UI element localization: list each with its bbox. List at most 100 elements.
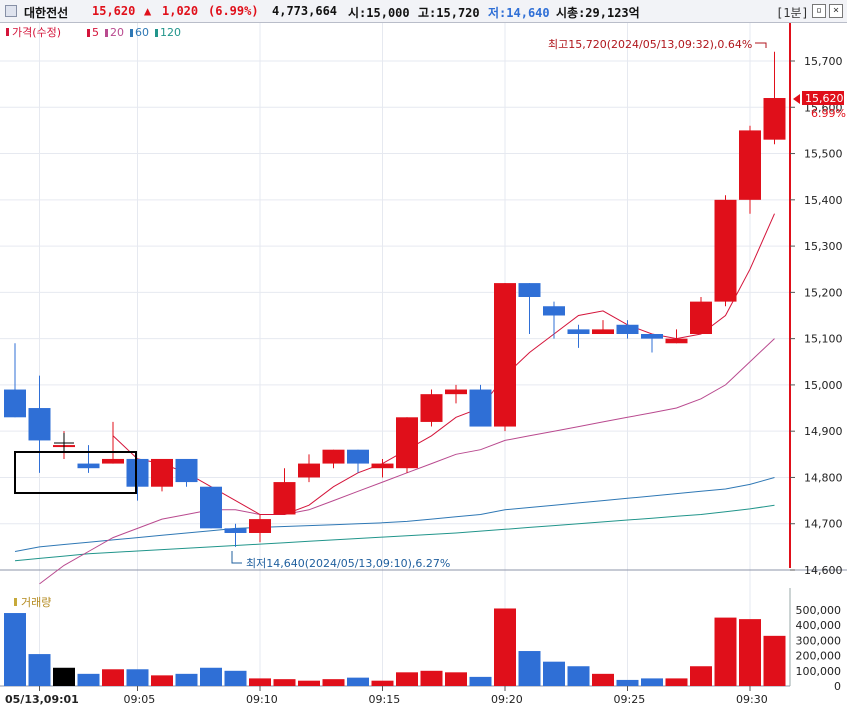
volume-tick-label: 500,000: [796, 604, 842, 617]
candle-body: [690, 301, 712, 335]
volume-bar: [518, 651, 541, 686]
price-tick-label: 15,200: [804, 286, 843, 299]
change-percent: (6.99%): [208, 4, 259, 18]
quote-header: 대한전선 15,620 ▲ 1,020 (6.99%) 4,773,664 시:…: [0, 0, 847, 23]
volume-bar: [77, 673, 100, 686]
candle-body: [396, 417, 418, 469]
candle-body: [518, 283, 541, 297]
volume-tick-label: 300,000: [796, 634, 842, 647]
candle-body: [224, 528, 247, 533]
ma-legend-marker: [155, 29, 158, 37]
volume-legend-label: 거래량: [21, 596, 51, 609]
volume-bars: [4, 608, 786, 686]
price-tick-label: 15,700: [804, 55, 843, 68]
price-legend-label: 가격(수정): [12, 26, 61, 39]
volume-bar: [641, 678, 663, 686]
ma-legend-marker: [130, 29, 133, 37]
price-tick-label: 15,400: [804, 194, 843, 207]
volume-bar: [420, 670, 443, 686]
price-chart[interactable]: 가격(수정) 5 20 60 120 거래량 15,70015,60015,50015…: [0, 23, 847, 709]
candle-body: [28, 408, 51, 441]
volume-tick-label: 200,000: [796, 650, 842, 663]
volume-bar: [396, 672, 418, 686]
volume-tick-label: 0: [834, 680, 841, 693]
stock-icon: [5, 5, 17, 17]
close-icon[interactable]: ×: [829, 4, 843, 18]
ma-legend-label: 120: [160, 26, 181, 39]
interval-button[interactable]: [1분]: [776, 6, 809, 20]
volume-bar: [151, 675, 173, 686]
volume-bar: [200, 667, 222, 686]
volume-bar: [445, 672, 467, 686]
volume-bar: [616, 679, 639, 686]
candle-body: [469, 389, 492, 427]
volume-bar: [469, 676, 492, 686]
current-pct-tag-label: 6.99%: [811, 107, 846, 120]
candle-body: [371, 463, 394, 469]
price-tick-label: 14,800: [804, 471, 843, 484]
low-price: 저:14,640: [488, 6, 550, 20]
low-annotation: 최저14,640(2024/05/13,09:10),6.27%: [246, 557, 450, 570]
volume-legend-marker: [14, 598, 17, 606]
ma120-line: [14, 504, 775, 562]
ma-legend-marker: [87, 29, 90, 37]
current-price-tag-label: 15,620: [805, 92, 844, 105]
candle-body: [543, 306, 565, 316]
candle-body: [126, 458, 149, 487]
time-tick-label: 09:10: [246, 693, 278, 706]
time-tick-label: 05/13,09:01: [5, 693, 79, 706]
time-tick-label: 09:30: [736, 693, 768, 706]
high-price: 고:15,720: [418, 6, 480, 20]
candle-body: [714, 199, 737, 302]
price-legend-marker: [6, 28, 9, 36]
time-tick-label: 09:25: [614, 693, 646, 706]
volume-bar: [4, 613, 26, 686]
volume-bar: [102, 669, 124, 686]
price-tick-label: 14,700: [804, 518, 843, 531]
volume-axis-ticks: 500,000 400,000 300,000 200,000 100,000 0: [796, 604, 842, 693]
ma5-line: [112, 213, 775, 515]
volume-value: 4,773,664: [272, 4, 338, 18]
volume-bar: [224, 670, 247, 686]
ma-legend-label: 20: [110, 26, 124, 39]
low-annotation-arrow: [231, 551, 242, 564]
volume-bar: [347, 677, 369, 686]
candle-body: [175, 458, 198, 483]
candle-body: [322, 449, 345, 464]
ma-legend-label: 60: [135, 26, 149, 39]
ma-legend: 5 20 60 120: [87, 26, 181, 39]
candle-body: [77, 463, 100, 469]
crosshair-cursor-icon: [54, 433, 74, 453]
stock-name[interactable]: 대한전선: [24, 6, 69, 20]
volume-bar: [28, 654, 51, 686]
volume-bar: [543, 661, 565, 686]
volume-bar: [690, 666, 712, 686]
price-tick-label: 14,600: [804, 564, 843, 577]
candle-body: [298, 463, 320, 478]
ma60-line: [14, 477, 775, 552]
volume-tick-label: 100,000: [796, 665, 842, 678]
volume-bar: [126, 669, 149, 686]
high-annotation: 최고15,720(2024/05/13,09:32),0.64%: [548, 38, 752, 51]
volume-bar: [592, 673, 614, 686]
price-tick-label: 14,900: [804, 425, 843, 438]
candle-body: [420, 394, 443, 422]
volume-bar: [53, 667, 75, 686]
current-price: 15,620: [92, 4, 136, 18]
volume-tick-label: 400,000: [796, 619, 842, 632]
restore-icon[interactable]: ▫: [812, 4, 826, 18]
time-tick-label: 09:05: [124, 693, 156, 706]
candle-body: [249, 519, 271, 533]
volume-bar: [249, 678, 271, 686]
volume-bar: [739, 619, 761, 686]
candle-body: [445, 389, 467, 395]
change-arrow-icon: ▲: [144, 4, 152, 18]
time-tick-label: 09:15: [369, 693, 401, 706]
candle-body: [763, 98, 786, 140]
selection-box[interactable]: [14, 451, 137, 494]
volume-bar: [175, 673, 198, 686]
time-axis-ticks: 05/13,09:01 09:05 09:10 09:15 09:20 09:25 09:3…: [5, 686, 768, 706]
candle-body: [616, 324, 639, 335]
candle-body: [641, 334, 663, 339]
candle-body: [151, 458, 173, 487]
